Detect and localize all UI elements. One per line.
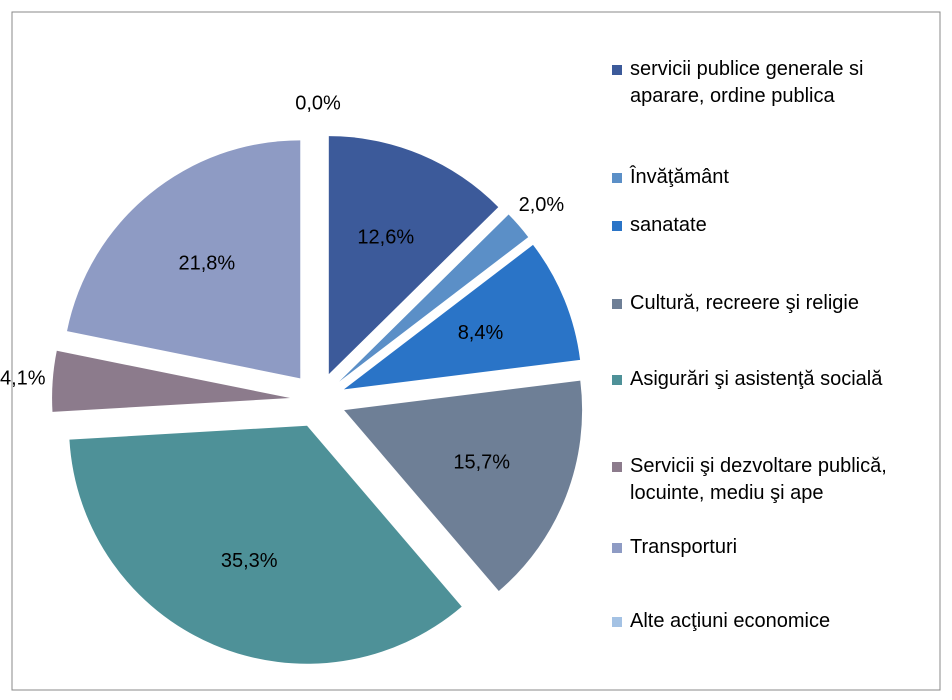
data-label: 35,3% — [221, 550, 278, 572]
pie-slice — [67, 140, 301, 379]
data-label: 8,4% — [458, 322, 504, 344]
legend-line: aparare, ordine publica — [630, 85, 835, 107]
legend-line: Servicii şi dezvoltare publică, — [630, 455, 887, 477]
pie-slice — [69, 425, 462, 664]
data-label: 4,1% — [0, 367, 46, 389]
legend-line: Alte acţiuni economice — [630, 610, 830, 632]
legend-line: Transporturi — [630, 536, 737, 558]
legend-swatch — [612, 65, 622, 75]
legend-swatch — [612, 299, 622, 309]
pie-slice — [328, 136, 499, 375]
legend-line: sanatate — [630, 214, 707, 236]
legend-line: Învăţământ — [629, 165, 729, 188]
pie-slice — [344, 380, 583, 591]
legend-label: Învăţământ — [629, 165, 729, 188]
pie-slice — [52, 350, 291, 412]
legend-swatch — [612, 375, 622, 385]
legend-label: servicii publice generale si aparare, ord… — [630, 58, 863, 107]
legend-swatch — [612, 462, 622, 472]
legend-label: Asigurări şi asistenţă socială — [630, 368, 883, 390]
legend-swatch — [612, 221, 622, 231]
pie-slice — [339, 214, 529, 382]
pie-slice — [343, 244, 581, 390]
legend-label: Cultură, recreere şi religie — [630, 292, 859, 314]
data-label: 21,8% — [178, 252, 235, 274]
data-label: 15,7% — [453, 452, 510, 474]
legend-label: Servicii şi dezvoltare publică, locuinte,… — [630, 455, 887, 504]
legend-line: Asigurări şi asistenţă socială — [630, 368, 883, 390]
legend-label: Transporturi — [630, 536, 737, 558]
legend-line: servicii publice generale si — [630, 58, 863, 80]
legend-swatch — [612, 543, 622, 553]
data-label: 12,6% — [357, 226, 414, 248]
legend-swatch — [612, 173, 622, 183]
legend-label: Alte acţiuni economice — [630, 610, 830, 632]
data-label: 2,0% — [519, 194, 565, 216]
legend-swatch — [612, 617, 622, 627]
legend-line: locuinte, mediu şi ape — [630, 482, 823, 504]
legend-label: sanatate — [630, 214, 707, 236]
legend-line: Cultură, recreere şi religie — [630, 292, 859, 314]
data-label: 0,0% — [295, 92, 341, 114]
